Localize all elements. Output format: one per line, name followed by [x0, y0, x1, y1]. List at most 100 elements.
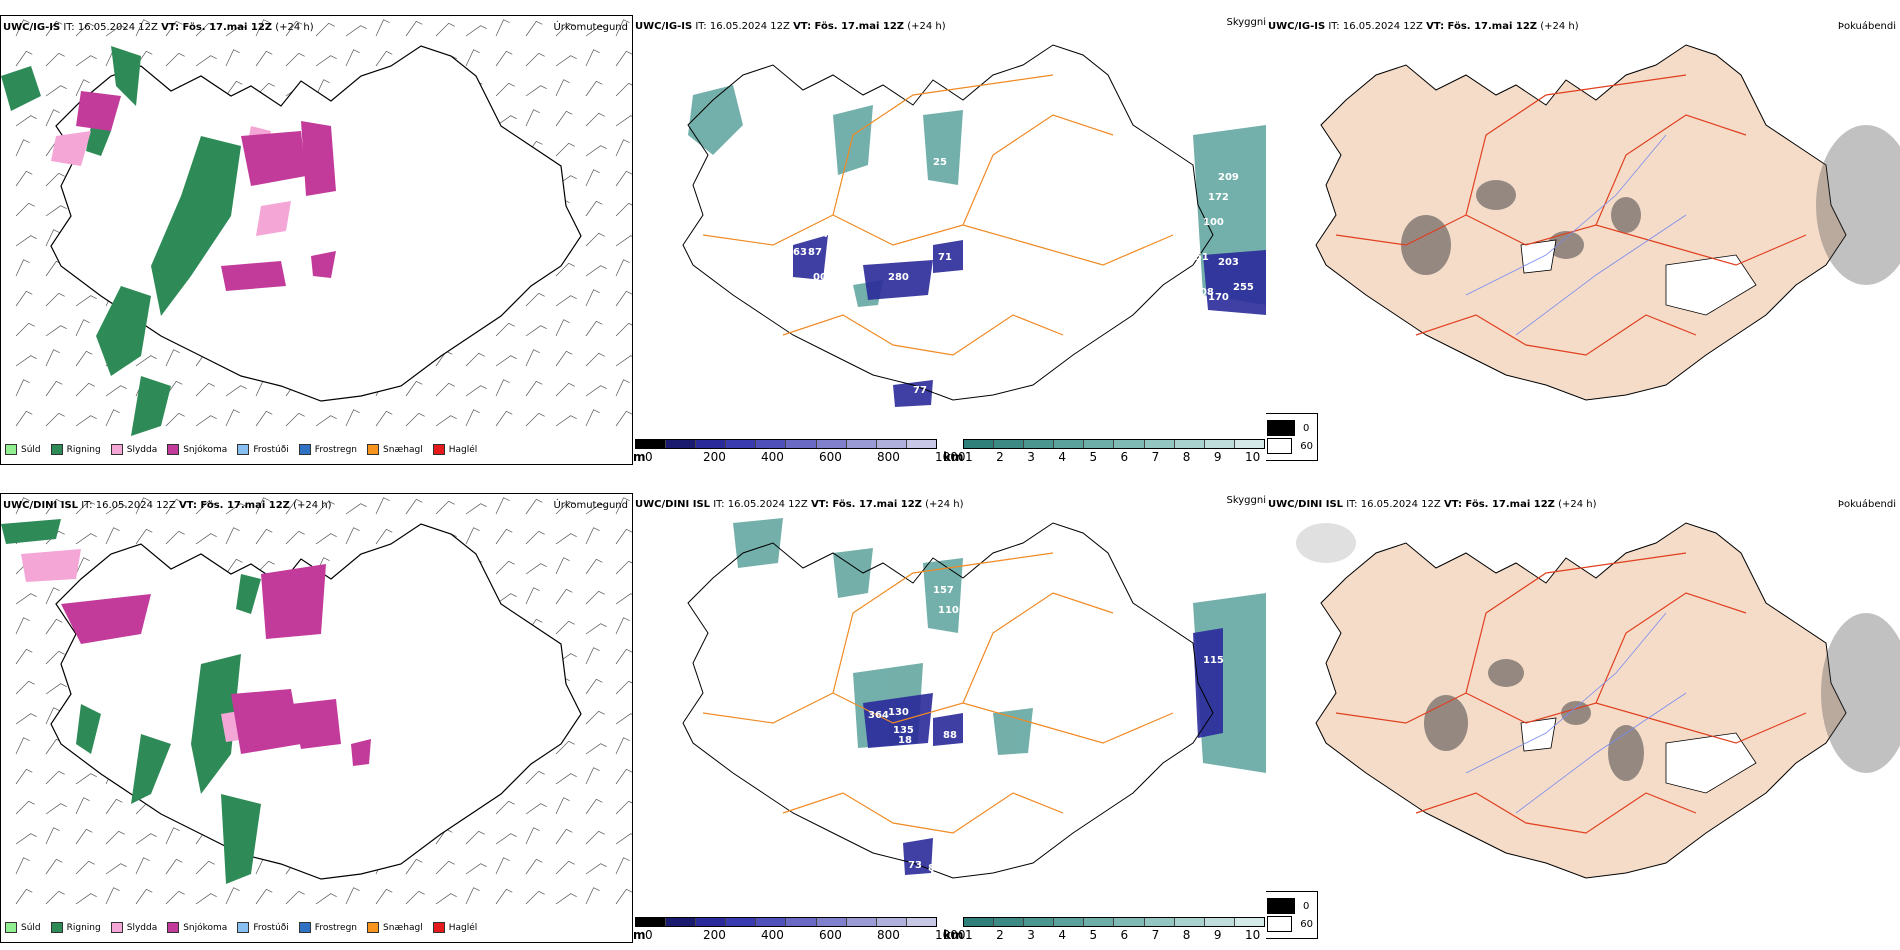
cloud-map: 200 157 110 115 364 130 135 88 161 158 82 65 73 82 39 1…	[682, 518, 1266, 879]
wind-barb	[555, 893, 577, 905]
scale-cell	[1084, 440, 1115, 448]
roads-red	[1335, 552, 1807, 834]
cloud-base-label: 158	[818, 750, 839, 761]
scale-cell	[816, 440, 847, 448]
wind-barb	[525, 530, 545, 545]
roads	[702, 74, 1174, 356]
cloud-base-label: 88	[943, 730, 957, 741]
wind-barb	[405, 20, 423, 37]
precip-snow	[76, 91, 336, 291]
scale-unit: km	[943, 928, 964, 942]
scale-cell	[1144, 440, 1175, 448]
wind-barb	[225, 409, 240, 427]
wind-barb	[15, 235, 37, 247]
cloud-labels: 200 157 110 115 364 130 135 88 161 158 82 65 73 82 39 1…	[738, 585, 1224, 874]
wind-barb	[555, 588, 573, 605]
wind-barb	[615, 82, 632, 97]
wind-barb	[525, 803, 547, 815]
wind-barb	[435, 860, 455, 875]
cloud-base-label: 00	[813, 272, 827, 283]
wind-barb	[555, 110, 573, 127]
legend-label: Frostúði	[253, 444, 289, 455]
scale-cell	[994, 918, 1025, 926]
wind-barb	[75, 382, 95, 397]
wind-barb	[255, 528, 273, 545]
legend-label: Haglél	[448, 444, 478, 455]
wind-barb	[315, 55, 337, 67]
wind-barb	[285, 412, 305, 427]
wind-barb	[585, 232, 605, 247]
legend-label: Snæhagl	[383, 444, 423, 455]
wind-barb	[495, 50, 513, 67]
wind-barb	[525, 412, 545, 427]
wind-barb	[585, 863, 607, 875]
wind-barb	[165, 498, 183, 515]
panel-title: UWC/IG-IS IT: 16.05.2024 12Z VT: Fös. 17…	[3, 22, 314, 33]
scale-cell	[726, 918, 757, 926]
wind-barb	[135, 833, 157, 845]
cloud-base-scalebar	[635, 439, 937, 449]
scale-tick-label: 200	[703, 450, 726, 464]
wind-barb	[555, 797, 570, 815]
wind-barb	[555, 350, 573, 367]
wind-barb	[225, 80, 243, 97]
scale-tick-label: 3	[1027, 450, 1035, 464]
scale-tick-label: 10	[1245, 450, 1261, 464]
wind-barb	[585, 352, 605, 367]
wind-barb	[105, 385, 127, 397]
cloud-base-label: 255	[1233, 282, 1254, 293]
wind-barb	[15, 648, 33, 665]
wind-barb	[15, 410, 33, 427]
wind-barb	[555, 79, 570, 97]
wind-barb	[345, 887, 360, 905]
precip-map	[1, 19, 632, 436]
legend-item: Frostregn	[298, 922, 357, 933]
wind-barb	[585, 558, 603, 575]
wind-barb	[255, 888, 273, 905]
cloud-base-label: 73	[908, 860, 922, 871]
scale-tick-label: 1000	[935, 450, 966, 464]
iceland-outline	[682, 44, 1214, 401]
wind-barb	[15, 170, 33, 187]
scale-tick-label: 200	[703, 928, 726, 942]
legend-swatch	[298, 444, 311, 455]
wind-barb	[585, 527, 600, 545]
wind-barb	[585, 678, 603, 695]
legend-item: Rigning	[50, 444, 101, 455]
wind-barb	[45, 412, 65, 427]
wind-barb	[615, 888, 632, 905]
roads-red	[1335, 74, 1807, 356]
wind-barb	[15, 680, 35, 695]
wind-barb	[165, 827, 180, 845]
wind-barb	[525, 827, 540, 845]
scale-cell	[636, 440, 667, 448]
wind-barb	[15, 857, 30, 875]
wind-barb	[345, 409, 360, 427]
wind-barb	[585, 767, 600, 785]
legend-item: Haglél	[432, 444, 478, 455]
wind-barb	[585, 200, 603, 217]
wind-barb	[585, 385, 607, 397]
legend-label: Snjókoma	[183, 922, 228, 933]
wind-barb	[345, 503, 367, 515]
wind-barb	[255, 410, 273, 427]
wind-barb	[75, 828, 93, 845]
legend-label: Snæhagl	[383, 922, 423, 933]
scale-cell	[1204, 440, 1235, 448]
wind-barb	[15, 737, 30, 755]
wind-barb	[225, 25, 247, 37]
wind-barb	[465, 49, 480, 67]
wind-barb	[495, 322, 515, 337]
wind-barb	[495, 497, 510, 515]
wind-barb	[45, 770, 65, 785]
legend-item: Frostúði	[237, 922, 289, 933]
wind-barb	[225, 49, 240, 67]
wind-barb	[525, 292, 545, 307]
wind-barb	[255, 497, 270, 515]
legend-item: Slydda	[110, 922, 157, 933]
scale-cell	[786, 918, 817, 926]
wind-barb	[375, 19, 390, 37]
wind-barb	[435, 415, 457, 427]
wind-barb	[75, 55, 97, 67]
scale-tick-label: 9	[1213, 450, 1222, 464]
